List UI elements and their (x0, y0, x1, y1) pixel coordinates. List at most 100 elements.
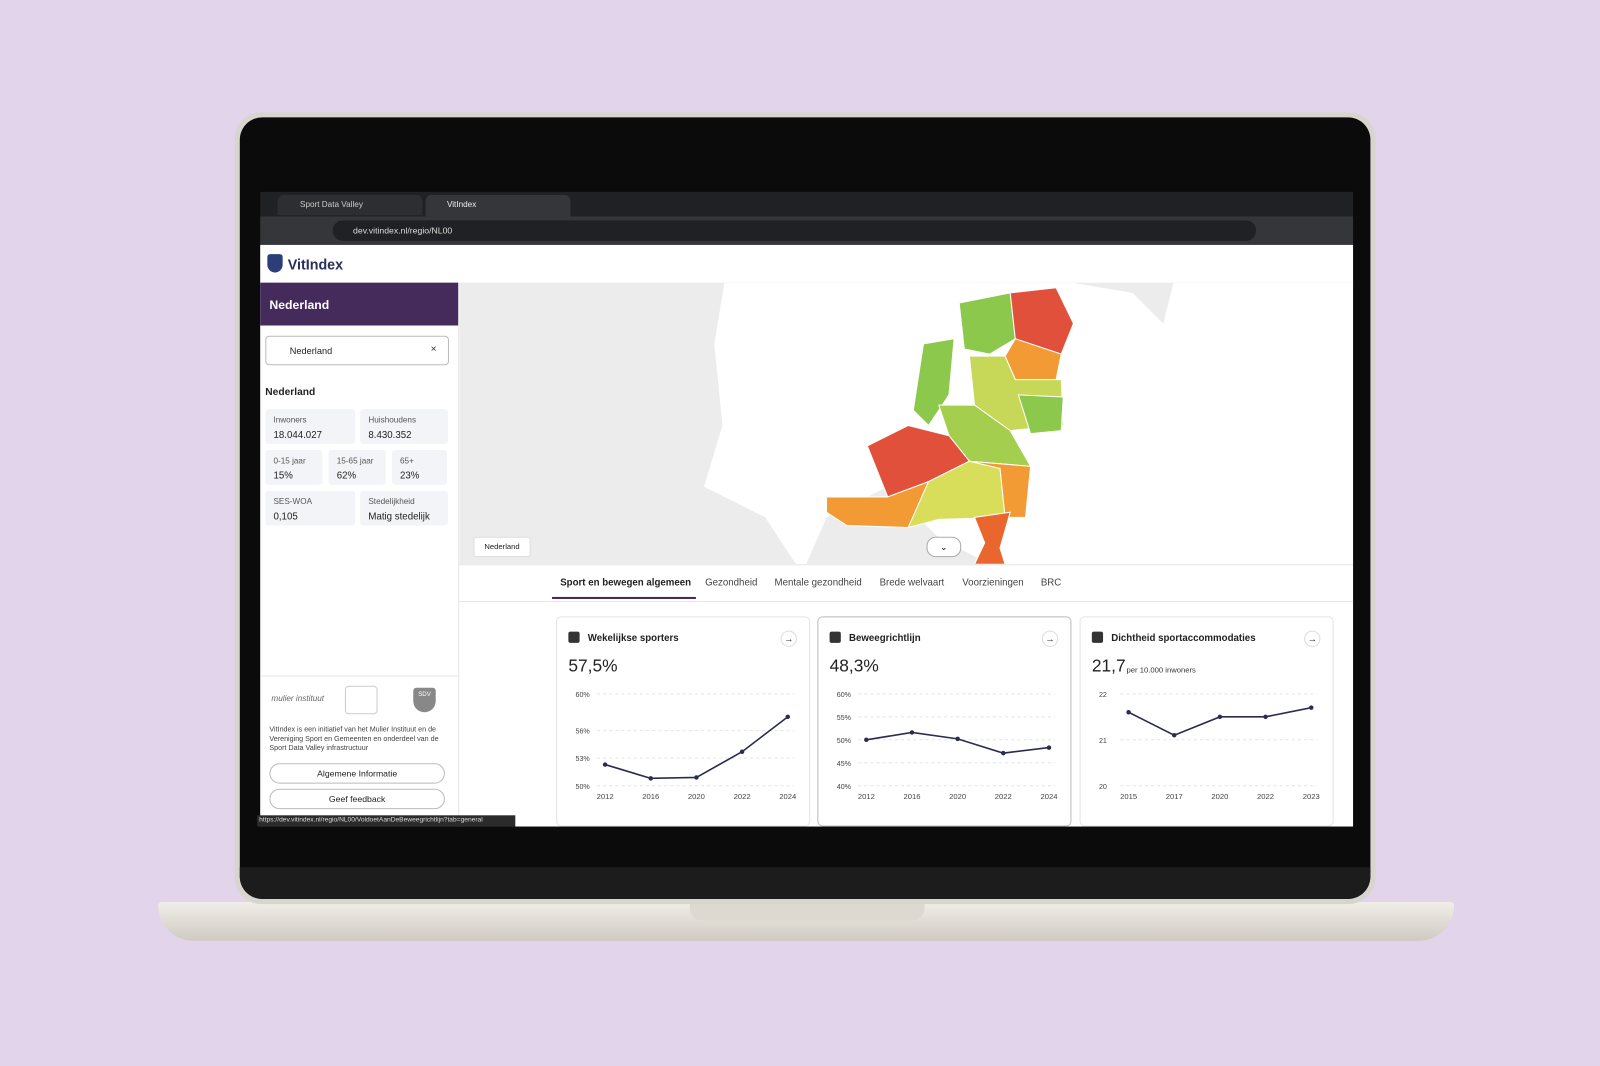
line-chart: 20 21 22 2015 2017 2020 2022 2023 (1099, 691, 1320, 801)
expand-map[interactable]: ⌄ (926, 536, 962, 558)
metric-card[interactable]: Beweegrichtlijn → 48,3% 40% 45% 50% 55% 60% 2… (817, 616, 1072, 827)
data-point (1046, 745, 1052, 750)
icon (568, 631, 580, 643)
tab[interactable]: BRC (1040, 577, 1062, 589)
stat-label: Inwoners (273, 415, 307, 425)
x-tick-label: 2016 (642, 792, 659, 801)
icon (1091, 631, 1104, 643)
card-title[interactable]: Wekelijkse sporters (587, 632, 679, 644)
provinces (826, 287, 1075, 565)
province[interactable] (912, 338, 955, 427)
data-point (1171, 732, 1177, 738)
open-arrow[interactable]: → (1041, 630, 1059, 647)
x-tick-label: 2023 (1303, 792, 1320, 801)
stat-box: 0-15 jaar 15% (265, 449, 323, 485)
data-point (955, 736, 960, 742)
stat-value: 0,105 (273, 511, 298, 523)
tab-bar (260, 191, 1354, 217)
status-url: https://dev.vitindex.nl/regio/NL00/Voldo… (259, 816, 483, 824)
url-field[interactable] (332, 220, 1257, 241)
kpi: 21,7 (1091, 656, 1126, 676)
kpi: 48,3% (829, 656, 879, 676)
partner-logo: SDV (413, 687, 436, 713)
logo[interactable]: VitIndex (287, 256, 344, 273)
stat-label: 0-15 jaar (273, 456, 306, 466)
data-point (1001, 750, 1006, 756)
tab-title[interactable]: Sport Data Valley (299, 199, 363, 210)
land (806, 282, 1174, 565)
stat-box: Stedelijkheid Matig stedelijk (360, 490, 448, 526)
chin (239, 867, 1371, 899)
tab[interactable]: Sport en bewegen algemeen (560, 577, 692, 589)
divider (260, 675, 459, 677)
province[interactable] (973, 511, 1011, 565)
stat-value: 23% (399, 470, 420, 482)
map (459, 282, 1354, 565)
metric-card[interactable]: Dichtheid sportaccommodaties → 21,7 per … (1079, 616, 1334, 827)
x-tick-label: 2022 (734, 792, 751, 801)
clear-icon[interactable]: × (430, 343, 437, 356)
about-text: VitIndex is een initiatief van het Mulie… (269, 726, 439, 753)
tab-strip (459, 564, 1354, 603)
open-arrow[interactable]: → (780, 630, 797, 647)
tab[interactable]: Brede welvaart (879, 577, 945, 589)
data-point (785, 714, 790, 720)
sidebar (260, 282, 460, 827)
stat-label: SES-WOA (273, 496, 313, 507)
stat-label: 15-65 jaar (336, 456, 374, 466)
data-point (1126, 709, 1131, 715)
sidebar-header (260, 282, 459, 326)
y-tick-label: 60% (576, 691, 591, 699)
map-label: Nederland (473, 536, 531, 558)
x-tick-label: 2015 (1120, 792, 1137, 801)
x-tick-label: 2022 (1257, 792, 1274, 801)
stat-value: 15% (273, 470, 293, 482)
kpi: 57,5% (568, 656, 618, 676)
line-chart: 40% 45% 50% 55% 60% 2012 2016 2020 2022 2024 (837, 691, 1058, 801)
tab[interactable]: Gezondheid (705, 577, 758, 589)
data-point (694, 775, 699, 780)
line-chart: 50% 53% 56% 60% 2012 2016 2020 2022 2024 (576, 691, 797, 801)
data-point (739, 749, 745, 754)
y-tick-label: 20 (1099, 783, 1107, 791)
tab-title[interactable]: VitIndex (446, 199, 477, 210)
data-point (864, 737, 869, 743)
info-button[interactable]: Algemene Informatie (269, 763, 445, 784)
province[interactable] (1017, 394, 1064, 435)
province[interactable] (969, 460, 1032, 518)
open-arrow[interactable]: → (1304, 630, 1321, 647)
province[interactable] (1009, 287, 1075, 355)
x-tick-label: 2024 (779, 792, 797, 801)
browser-tab[interactable] (277, 194, 423, 216)
x-tick-label: 2024 (1040, 792, 1058, 801)
y-tick-label: 56% (576, 728, 591, 736)
search-box[interactable] (265, 335, 449, 366)
metric-card[interactable]: Wekelijkse sporters → 57,5% 50% 53% 56% 60%… (556, 616, 811, 827)
url[interactable]: dev.vitindex.nl/regio/NL00 (353, 225, 453, 236)
x-tick-label: 2020 (688, 792, 705, 801)
y-tick-label: 53% (576, 755, 591, 763)
logo-icon (267, 254, 283, 273)
stat-box: 65+ 23% (391, 449, 447, 485)
tab[interactable]: Mentale gezondheid (774, 577, 862, 589)
data-point (1217, 714, 1223, 720)
data-point (602, 762, 608, 767)
search-value[interactable]: Nederland (289, 345, 333, 357)
x-tick-label: 2016 (903, 792, 920, 801)
browser-tab[interactable] (425, 194, 571, 217)
x-tick-label: 2017 (1166, 792, 1183, 801)
feedback-button[interactable]: Geef feedback (269, 788, 445, 810)
y-tick-label: 45% (837, 760, 852, 768)
province[interactable] (958, 292, 1016, 355)
card-title[interactable]: Beweegrichtlijn (848, 632, 921, 644)
x-tick-label: 2022 (995, 792, 1012, 801)
region-name: Nederland (265, 386, 316, 398)
partner-logo-icon (344, 685, 378, 715)
site-header (260, 245, 1354, 284)
card-title[interactable]: Dichtheid sportaccommodaties (1111, 632, 1256, 644)
stat-label: Stedelijkheid (368, 496, 415, 507)
tab[interactable]: Voorzieningen (962, 577, 1024, 589)
y-tick-label: 55% (837, 714, 852, 722)
series-line (866, 731, 1050, 754)
